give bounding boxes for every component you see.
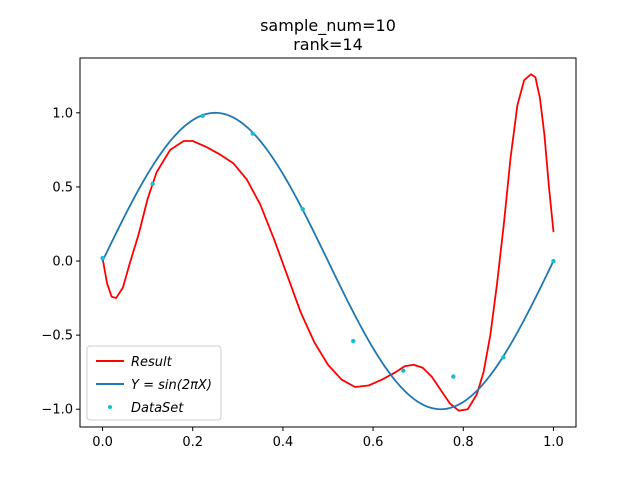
- data-point: [401, 368, 406, 373]
- data-point: [100, 255, 105, 261]
- sine-y: Y: [131, 378, 140, 393]
- data-point: [501, 355, 506, 360]
- legend-label-sine: Y = sin(2πX): [131, 378, 212, 393]
- x-tick-label: 0.4: [273, 435, 294, 450]
- axes-frame: [79, 57, 577, 428]
- sine-x: X: [197, 378, 208, 393]
- legend-label-result: Result: [131, 355, 173, 370]
- data-point: [250, 131, 255, 136]
- x-tick-label: 1.0: [543, 435, 564, 450]
- legend-label-dataset: DataSet: [131, 401, 184, 416]
- data-point: [200, 113, 205, 119]
- y-tick-label: −0.5: [41, 329, 73, 344]
- data-point: [300, 206, 305, 212]
- legend-swatch-dataset: [108, 405, 112, 409]
- y-tick-label: 1.0: [52, 106, 73, 121]
- data-point: [351, 338, 356, 344]
- sine-func: sin(2: [158, 378, 190, 393]
- x-tick-label: 0.6: [363, 435, 384, 450]
- series-line-1: [101, 111, 555, 411]
- legend-box: [86, 345, 222, 421]
- x-tick-label: 0.8: [453, 435, 474, 450]
- chart-subtitle: rank=14: [293, 35, 363, 54]
- y-tick-label: 0.5: [52, 180, 73, 195]
- series-line-0: [101, 73, 555, 412]
- y-tick-label: 0.0: [52, 255, 73, 270]
- chart-title: sample_num=10: [260, 16, 396, 36]
- data-point: [150, 181, 155, 187]
- plot-area: [100, 73, 556, 412]
- x-tick-label: 0.0: [92, 435, 113, 450]
- data-point: [551, 258, 556, 264]
- sine-pi: π: [190, 378, 198, 393]
- y-tick-label: −1.0: [41, 403, 73, 418]
- legend: Result Y = sin(2πX) DataSet: [86, 345, 222, 421]
- axis-ticks: 0.0 0.2 0.4 0.6 0.8 1.0 −1.0 −0.5 0.0 0.5 1.0: [41, 106, 563, 450]
- x-tick-label: 0.2: [182, 435, 203, 450]
- data-point: [451, 374, 456, 379]
- sine-close: ): [206, 378, 212, 393]
- sine-eq: =: [139, 378, 158, 393]
